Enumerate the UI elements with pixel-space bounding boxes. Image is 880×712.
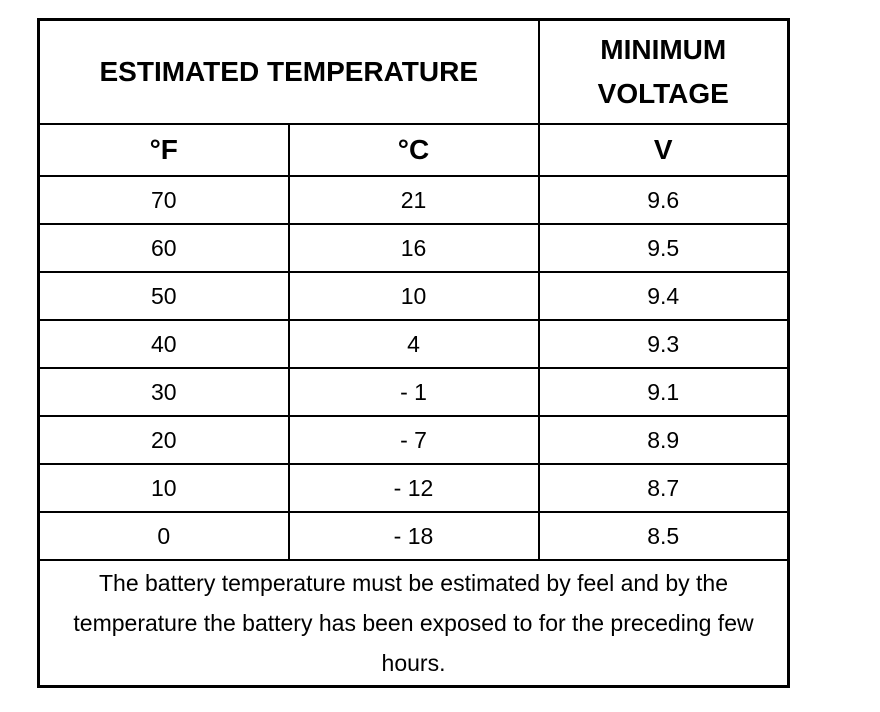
data-cell: - 7 xyxy=(287,415,540,465)
table-body: ESTIMATED TEMPERATURE MINIMUM VOLTAGE °F… xyxy=(37,18,790,688)
data-cell: 70 xyxy=(37,175,290,225)
data-row: 0- 18 8.5 xyxy=(37,511,790,561)
data-row: 40 4 9.3 xyxy=(37,319,790,369)
voltage-table: ESTIMATED TEMPERATURE MINIMUM VOLTAGE °F… xyxy=(37,18,790,688)
data-cell: 40 xyxy=(37,319,290,369)
data-cell: 50 xyxy=(37,271,290,321)
data-row: 60 16 9.5 xyxy=(37,223,790,273)
data-cell: 60 xyxy=(37,223,290,273)
unit-row: °F °C V xyxy=(37,123,790,177)
data-cell: 10 xyxy=(287,271,540,321)
header-cell: ESTIMATED TEMPERATURE xyxy=(37,18,540,125)
data-row: 20- 7 8.9 xyxy=(37,415,790,465)
header-cell: MINIMUM VOLTAGE xyxy=(537,18,790,125)
data-cell: 0 xyxy=(37,511,290,561)
data-cell: 10 xyxy=(37,463,290,513)
data-cell: 9.6 xyxy=(537,175,790,225)
data-row: 70 21 9.6 xyxy=(37,175,790,225)
data-cell: 16 xyxy=(287,223,540,273)
data-cell: 9.4 xyxy=(537,271,790,321)
data-row: 30- 1 9.1 xyxy=(37,367,790,417)
data-cell: 9.1 xyxy=(537,367,790,417)
header-row: ESTIMATED TEMPERATURE MINIMUM VOLTAGE xyxy=(37,18,790,125)
unit-cell: V xyxy=(537,123,790,177)
data-cell: 9.3 xyxy=(537,319,790,369)
data-cell: 20 xyxy=(37,415,290,465)
unit-cell: °F xyxy=(37,123,290,177)
data-cell: 8.7 xyxy=(537,463,790,513)
data-cell: - 1 xyxy=(287,367,540,417)
data-cell: 9.5 xyxy=(537,223,790,273)
data-row: 50 10 9.4 xyxy=(37,271,790,321)
data-cell: 30 xyxy=(37,367,290,417)
data-cell: 21 xyxy=(287,175,540,225)
data-cell: 8.9 xyxy=(537,415,790,465)
data-cell: 4 xyxy=(287,319,540,369)
note-row: The battery temperature must be estimate… xyxy=(37,559,790,688)
note-cell: The battery temperature must be estimate… xyxy=(37,559,790,688)
data-cell: 8.5 xyxy=(537,511,790,561)
unit-cell: °C xyxy=(287,123,540,177)
data-cell: - 12 xyxy=(287,463,540,513)
data-row: 10- 12 8.7 xyxy=(37,463,790,513)
data-cell: - 18 xyxy=(287,511,540,561)
